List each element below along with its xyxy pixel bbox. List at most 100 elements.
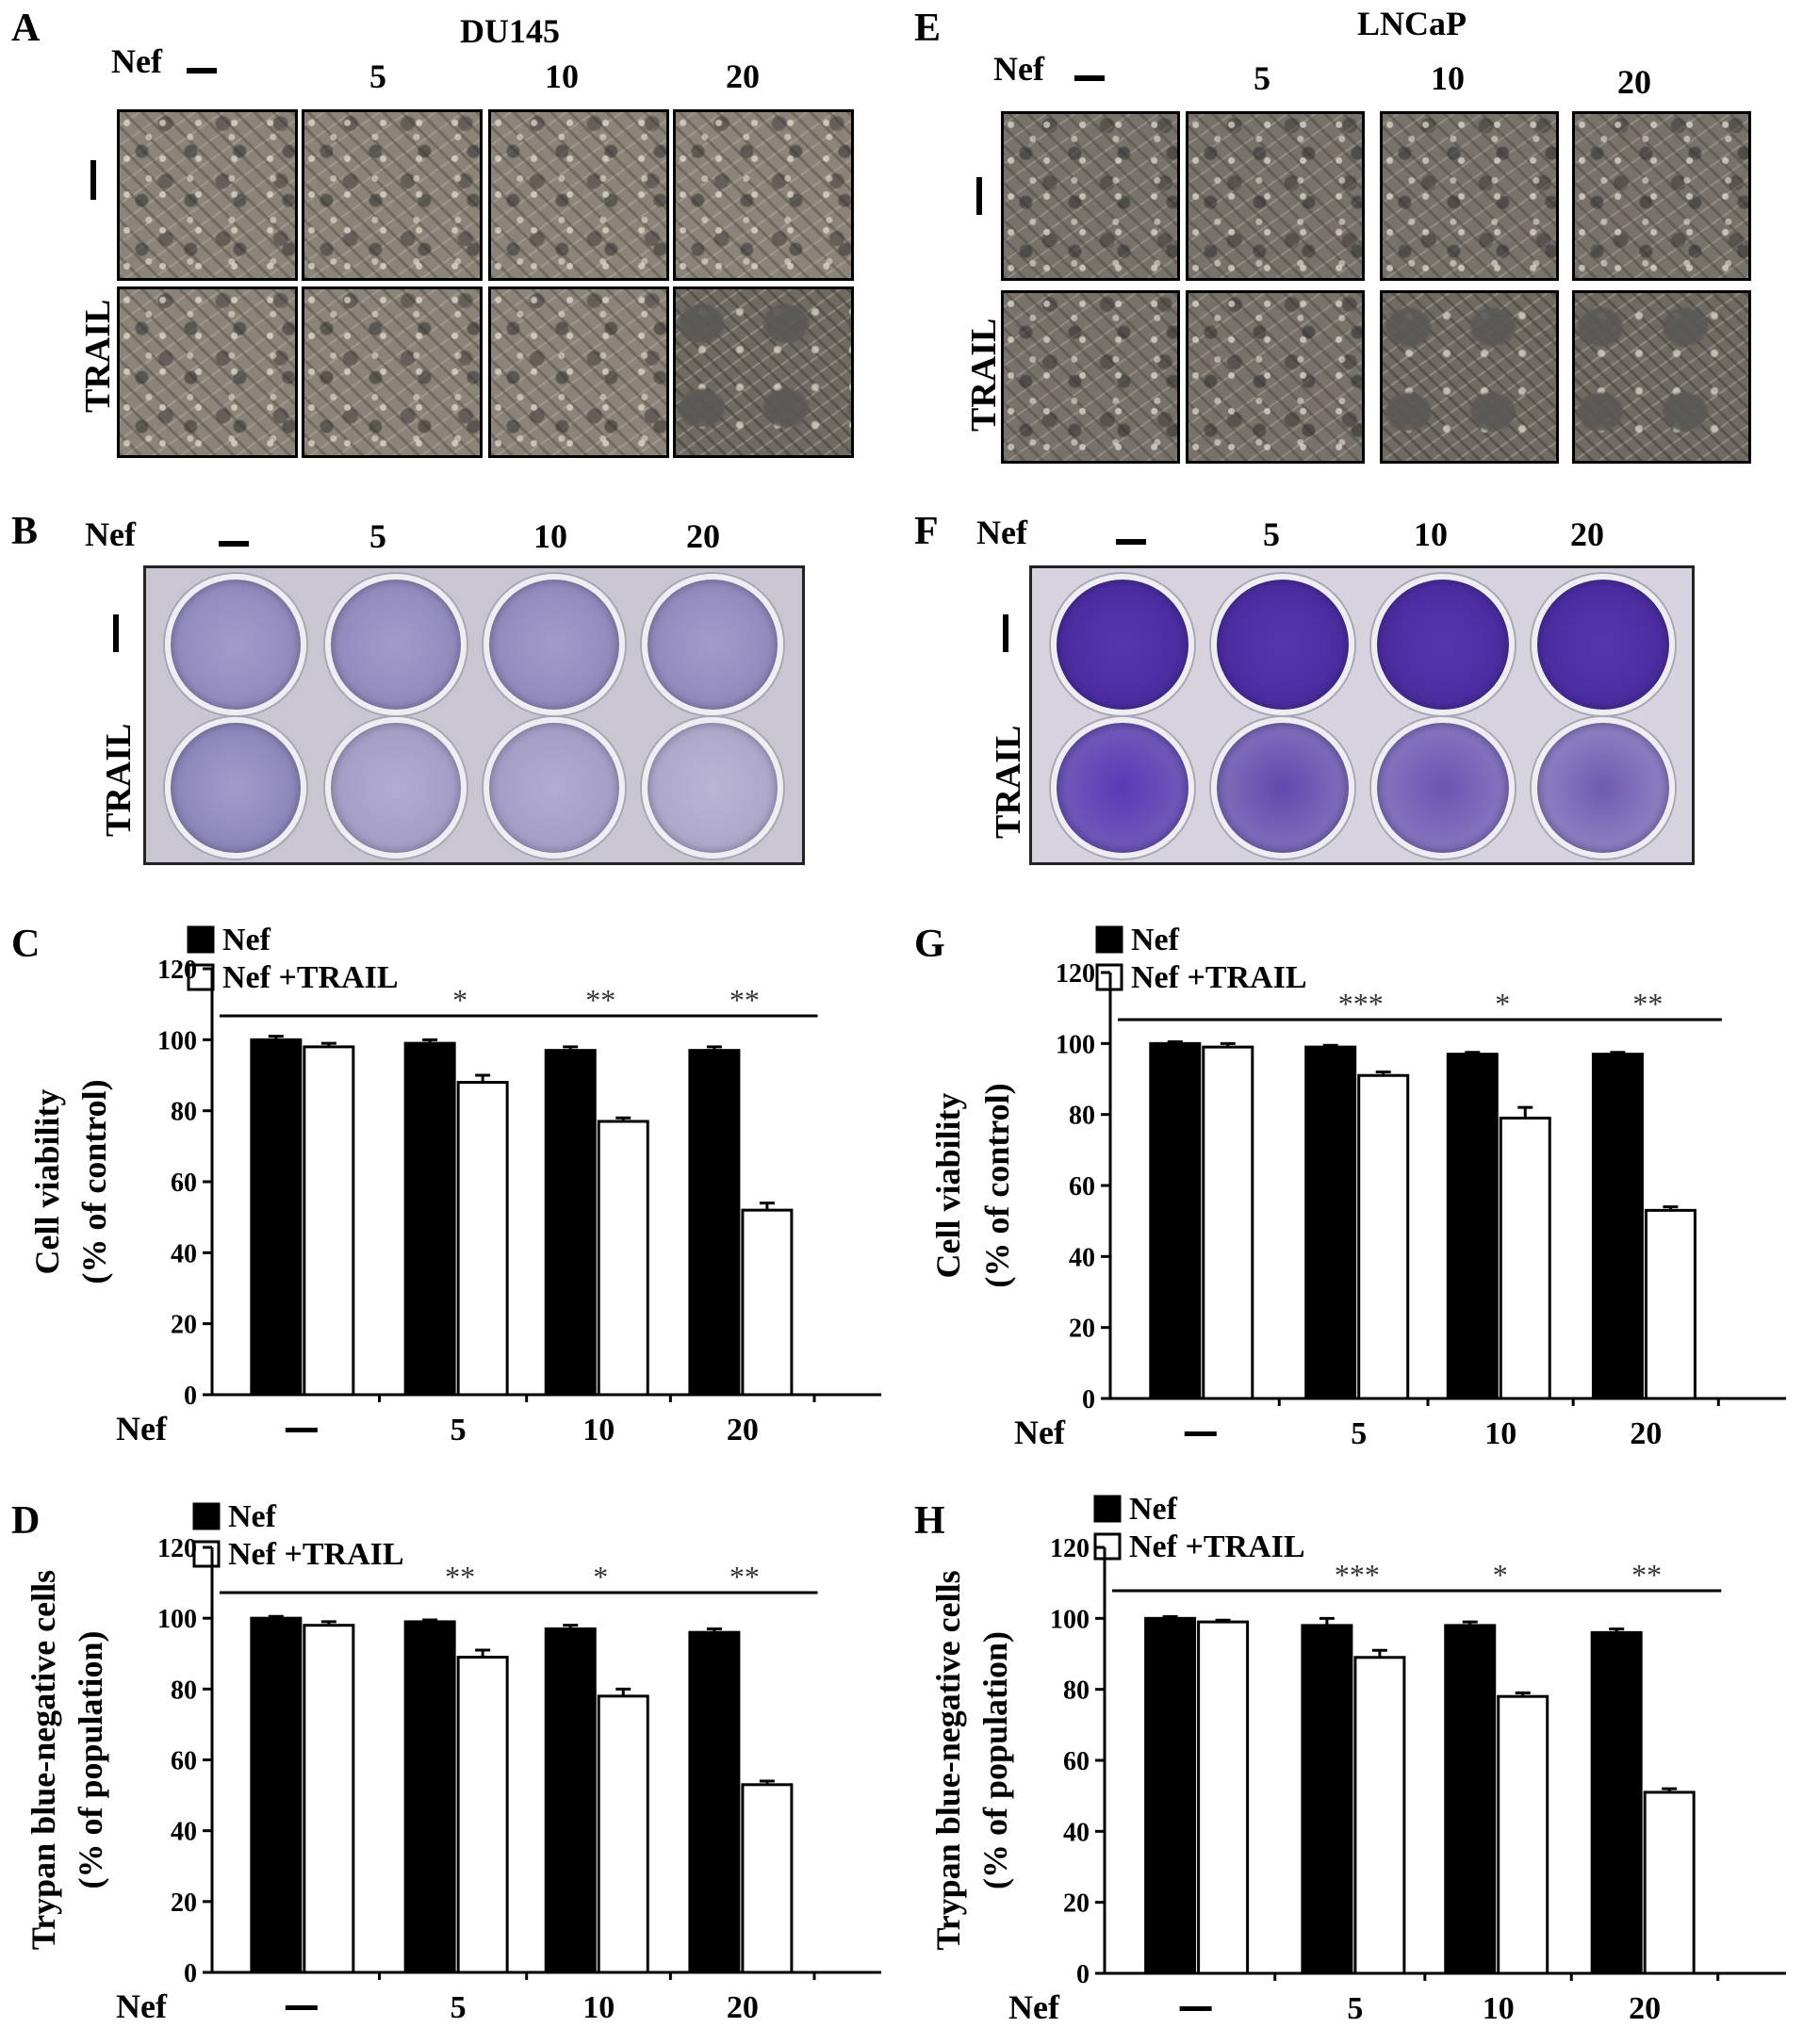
y-tick-label: 20 [171,1889,197,1918]
bar [1499,1116,1551,1400]
x-axis-label: Nef [1008,1988,1060,2026]
y-tick-label: 40 [171,1818,197,1847]
y-tick-label: 80 [1069,1102,1095,1131]
panel-letter-c: C [11,923,41,966]
category-label: 20 [727,1990,759,2025]
significance-marker: * [1493,1558,1508,1592]
panel-letter-e: E [914,7,942,50]
well-image [165,717,306,858]
x-axis-label: Nef [116,1410,168,1447]
well-image [1211,717,1354,858]
y-tick-label: 0 [1076,1960,1090,1989]
well-image [325,717,467,858]
y-axis-label: (% of control) [978,1083,1016,1287]
significance-marker: ** [585,983,615,1017]
y-tick-label: 100 [1056,1030,1095,1059]
panel-letter-h: H [914,1499,945,1543]
control-dash-icon [1116,539,1146,545]
well-image [1051,717,1194,858]
y-tick-label: 80 [1063,1676,1090,1706]
significance-marker: ** [1631,1558,1662,1592]
bar [1444,1624,1497,1975]
dose-label: 20 [1570,515,1604,553]
panel-letter-a: A [11,7,41,50]
micrograph-image [1380,290,1559,464]
y-tick-label: 20 [1069,1315,1095,1344]
y-tick-label: 20 [171,1311,197,1340]
y-tick-label: 40 [171,1239,197,1268]
legend-label: Nef +TRAIL [222,960,399,995]
y-tick-label: 60 [1063,1747,1090,1776]
bar [544,1627,597,1974]
bar [741,1783,794,1974]
well-image [642,717,783,858]
category-label [1184,1431,1217,1436]
y-axis-label: Cell viability [28,1089,66,1275]
control-dash-icon [187,68,217,74]
y-axis-label: Trypan blue-negative cells [929,1570,967,1950]
dose-label: 5 [369,57,386,95]
well-image [1532,717,1675,858]
legend-swatch [1093,1495,1122,1523]
micrograph-image [302,286,483,458]
control-dash-icon [113,614,119,652]
category-label: 5 [451,1413,467,1447]
bar [1497,1694,1549,1975]
micrograph-image [1572,111,1751,281]
y-axis-label: (% of population) [976,1631,1014,1889]
legend-label: Nef +TRAIL [1131,960,1307,995]
legend-label: Nef [1129,1492,1178,1527]
bar [456,1081,509,1397]
panel-letter-d: D [11,1499,41,1543]
bar [456,1656,509,1974]
micrograph-image [1186,111,1365,281]
legend-label: Nef [222,923,271,957]
micrograph-image [488,286,669,458]
y-tick-label: 0 [184,1959,197,1988]
cell-line-title-lncap: LNCaP [1357,5,1467,42]
y-tick-label: 80 [171,1676,197,1705]
category-label: 10 [582,1413,615,1447]
y-tick-label: 20 [1063,1889,1090,1919]
y-tick-label: 100 [1050,1605,1090,1634]
bar [1644,1208,1696,1400]
well-image [1532,574,1675,715]
control-dash-icon [90,160,96,200]
y-tick-label: 120 [157,1534,197,1563]
bar [1590,1630,1643,1975]
control-dash-icon [1074,75,1105,81]
bar [597,1120,649,1397]
panel-letter-g: G [914,923,945,966]
well-image [484,574,625,715]
legend-label: Nef +TRAIL [1129,1529,1305,1564]
category-label: 20 [1629,1991,1661,2026]
significance-marker: * [452,983,467,1017]
well-image [1371,717,1515,858]
category-label [285,2005,318,2010]
well-image [642,574,783,715]
row-label-trail: TRAIL [964,318,1004,432]
row-label-trail: TRAIL [99,723,139,837]
x-axis-label: Nef [116,1987,168,2025]
bar [1643,1791,1696,1975]
significance-marker: *** [1335,1558,1380,1592]
bar [741,1208,794,1397]
y-tick-label: 0 [1082,1385,1095,1414]
well-image [325,574,467,715]
bar [1301,1624,1353,1975]
well-image [165,574,306,715]
y-tick-label: 100 [157,1026,197,1055]
category-label: 20 [727,1413,759,1447]
nef-label: Nef [85,515,136,553]
legend-label: Nef [228,1499,277,1534]
bar [1357,1073,1410,1400]
dose-label: 20 [686,517,720,555]
significance-marker: ** [445,1560,475,1594]
micrograph-image [1001,111,1180,281]
y-tick-label: 40 [1069,1243,1095,1272]
category-label: 10 [1483,1991,1515,2026]
nef-label: Nef [976,514,1027,551]
